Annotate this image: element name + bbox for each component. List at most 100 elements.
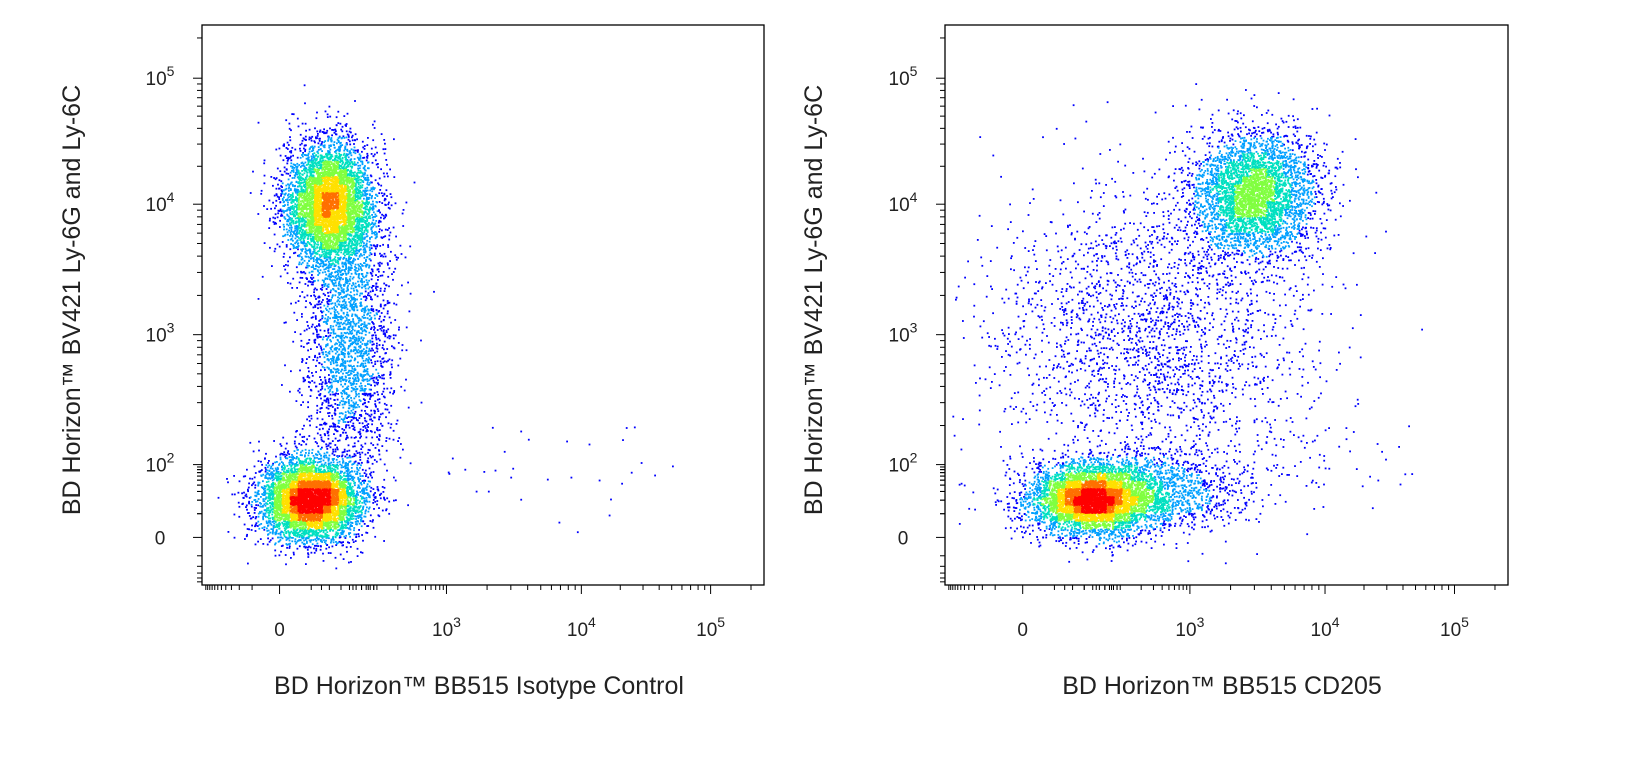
event-dot	[324, 376, 326, 379]
event-dot	[345, 527, 347, 529]
event-dot	[272, 526, 275, 529]
event-dot	[351, 367, 354, 370]
event-dot	[336, 430, 339, 433]
event-dot	[372, 471, 375, 473]
event-dot	[288, 122, 291, 125]
event-dot	[346, 360, 349, 363]
event-dot	[372, 186, 374, 189]
event-dot	[313, 381, 316, 384]
event-dot	[275, 468, 278, 471]
event-dot	[328, 307, 331, 310]
event-dot	[303, 181, 306, 183]
event-dot	[361, 343, 364, 345]
event-dot	[307, 375, 309, 377]
event-dot	[376, 500, 379, 502]
event-dot	[338, 460, 341, 463]
event-dot	[341, 390, 344, 392]
event-dot	[322, 144, 325, 147]
event-dot	[365, 352, 368, 354]
event-dot	[343, 307, 346, 310]
event-dot	[377, 489, 380, 492]
event-dot	[361, 240, 364, 243]
event-dot	[326, 536, 329, 539]
event-dot	[362, 337, 365, 340]
event-dot	[302, 536, 305, 539]
event-dot	[277, 479, 280, 481]
event-dot	[363, 173, 366, 176]
event-dot	[289, 282, 292, 285]
event-dot	[331, 467, 334, 470]
event-dot	[341, 269, 344, 271]
event-dot	[398, 437, 401, 439]
event-dot	[307, 553, 310, 556]
event-dot	[350, 249, 353, 252]
event-dot	[275, 532, 278, 535]
event-dot	[351, 538, 354, 541]
event-dot	[405, 201, 408, 204]
event-dot	[363, 352, 366, 355]
event-dot	[340, 137, 343, 140]
event-dot	[345, 257, 348, 260]
event-dot	[366, 183, 369, 185]
event-dot	[264, 504, 267, 507]
event-dot	[385, 440, 388, 442]
event-dot	[291, 146, 294, 149]
event-dot	[351, 315, 353, 317]
event-dot	[355, 245, 358, 248]
event-dot	[351, 134, 354, 137]
event-dot	[273, 469, 275, 472]
event-dot	[347, 345, 350, 348]
event-dot	[375, 336, 377, 339]
event-dot	[322, 427, 324, 430]
event-dot	[610, 498, 612, 501]
event-dot	[345, 264, 347, 267]
event-dot	[262, 517, 264, 519]
event-dot	[361, 279, 363, 282]
event-dot	[325, 456, 328, 459]
event-dot	[384, 216, 386, 219]
event-dot	[305, 457, 308, 460]
event-dot	[390, 321, 392, 324]
event-dot	[300, 256, 303, 259]
event-dot	[310, 414, 313, 417]
event-dot	[231, 493, 234, 496]
event-dot	[335, 464, 337, 467]
event-dot	[291, 167, 294, 169]
event-dot	[334, 256, 337, 258]
event-dot	[290, 226, 293, 229]
event-dot	[351, 277, 354, 280]
event-dot	[356, 156, 359, 159]
event-dot	[325, 443, 328, 446]
event-dot	[333, 268, 336, 270]
event-dot	[364, 165, 366, 167]
event-dot	[335, 531, 338, 534]
event-dot	[369, 244, 372, 246]
event-dot	[327, 400, 330, 402]
event-dot	[367, 448, 370, 451]
event-dot	[302, 376, 305, 379]
event-dot	[340, 340, 343, 342]
event-dot	[360, 385, 363, 387]
event-dot	[305, 300, 307, 302]
event-dot	[355, 436, 357, 439]
event-dot	[299, 156, 302, 159]
event-dot	[334, 408, 336, 411]
event-dot	[349, 415, 352, 418]
event-dot	[363, 251, 365, 253]
event-dot	[327, 437, 330, 440]
event-dot	[354, 395, 357, 398]
event-dot	[306, 158, 309, 160]
event-dot	[354, 263, 357, 266]
event-dot	[355, 505, 357, 508]
event-dot	[275, 531, 277, 533]
event-dot	[264, 475, 267, 477]
event-dot	[350, 399, 353, 402]
event-dot	[286, 223, 288, 226]
event-dot	[286, 543, 289, 546]
event-dot	[375, 287, 377, 289]
event-dot	[350, 261, 352, 264]
event-dot	[308, 243, 311, 246]
event-dot	[347, 271, 350, 274]
event-dot	[361, 422, 364, 425]
event-dot	[372, 139, 375, 142]
